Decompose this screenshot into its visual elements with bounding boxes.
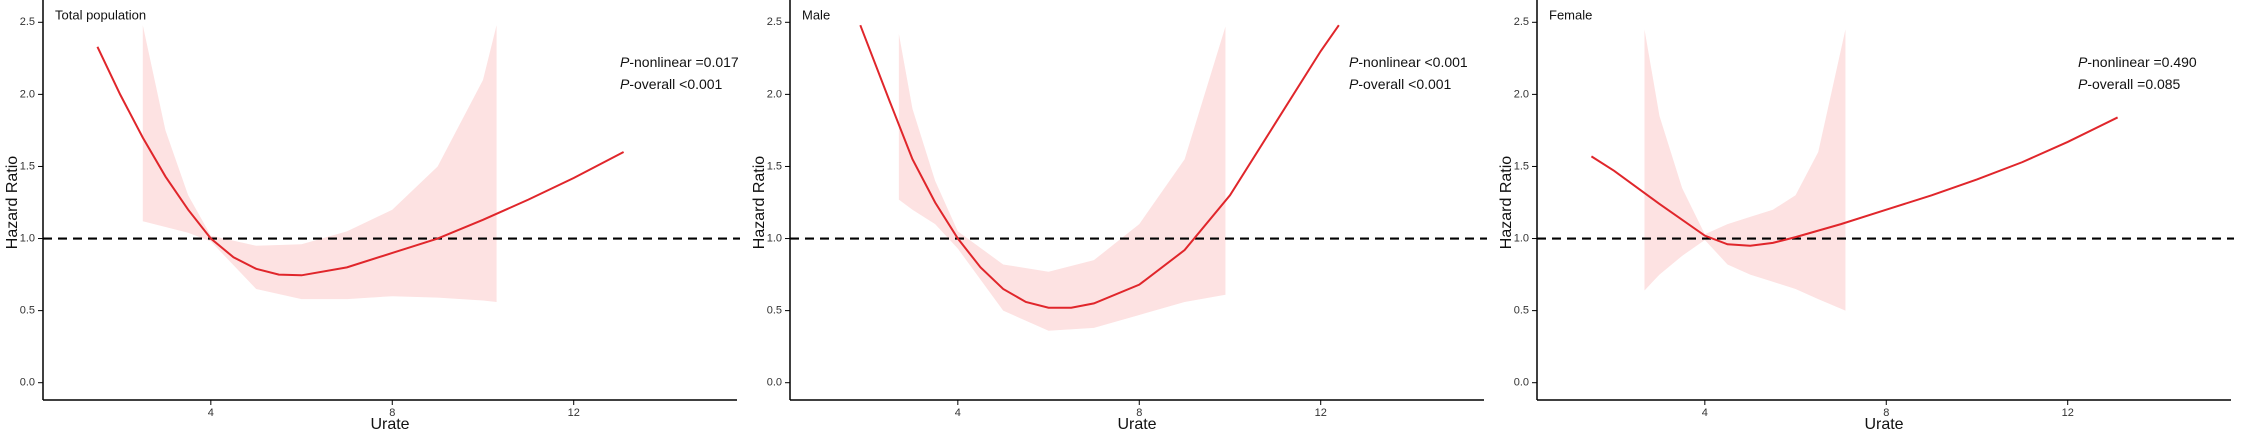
x-tick-label: 12 (1315, 407, 1327, 419)
y-tick-label: 0.5 (767, 305, 782, 317)
p-value-annotation: P-nonlinear =0.017 (620, 54, 739, 70)
x-tick-label: 12 (568, 407, 580, 419)
x-axis-title: Urate (370, 416, 409, 433)
y-tick-label: 2.5 (767, 16, 782, 28)
hazard-curve (1590, 116, 2119, 247)
y-tick-label: 1.0 (20, 232, 35, 244)
x-tick-label: 4 (208, 407, 214, 419)
panel: 0.0 0.5 1.0 1.5 2.0 2.5 4 8 12 Urate Hazard Ratio F… (1498, 0, 2234, 433)
panel-title: Male (802, 7, 830, 22)
y-tick-label: 0.5 (1514, 305, 1529, 317)
x-tick-label: 8 (1136, 407, 1142, 419)
y-tick-label: 1.0 (767, 232, 782, 244)
x-tick-label: 8 (389, 407, 395, 419)
p-value-annotation: P-nonlinear =0.490 (2078, 54, 2197, 70)
x-tick-label: 4 (1702, 407, 1708, 419)
y-tick-label: 2.0 (767, 88, 782, 100)
panel-title: Total population (55, 7, 146, 22)
y-tick-label: 0.0 (1514, 377, 1529, 389)
y-tick-label: 1.0 (1514, 232, 1529, 244)
hazard-curve (96, 46, 625, 277)
x-tick-label: 12 (2062, 407, 2074, 419)
p-value-annotation: P-overall <0.001 (620, 76, 723, 92)
p-value-annotation: P-nonlinear <0.001 (1349, 54, 1468, 70)
p-value-annotation: P-overall <0.001 (1349, 76, 1452, 92)
x-axis-title: Urate (1864, 416, 1903, 433)
x-axis-title: Urate (1117, 416, 1156, 433)
y-axis-title: Hazard Ratio (751, 156, 768, 249)
confidence-band (142, 25, 497, 302)
x-tick-label: 8 (1883, 407, 1889, 419)
y-tick-label: 1.5 (767, 160, 782, 172)
y-tick-label: 0.0 (767, 377, 782, 389)
confidence-band (898, 26, 1226, 331)
y-tick-label: 0.0 (20, 377, 35, 389)
y-tick-label: 1.5 (1514, 160, 1529, 172)
y-tick-label: 2.0 (1514, 88, 1529, 100)
panel-title: Female (1549, 7, 1592, 22)
hazard-curve (859, 24, 1340, 309)
panel: 0.0 0.5 1.0 1.5 2.0 2.5 4 8 12 Urate Hazard Ratio T… (4, 0, 740, 433)
panel: 0.0 0.5 1.0 1.5 2.0 2.5 4 8 12 Urate Hazard Ratio M… (751, 0, 1487, 433)
y-tick-label: 2.5 (20, 16, 35, 28)
y-axis-title: Hazard Ratio (1498, 156, 1515, 249)
y-tick-label: 0.5 (20, 305, 35, 317)
p-value-annotation: P-overall =0.085 (2078, 76, 2181, 92)
y-tick-label: 2.0 (20, 88, 35, 100)
y-axis-title: Hazard Ratio (4, 156, 21, 249)
y-tick-label: 1.5 (20, 160, 35, 172)
x-tick-label: 4 (955, 407, 961, 419)
confidence-band (1644, 29, 1846, 311)
y-tick-label: 2.5 (1514, 16, 1529, 28)
